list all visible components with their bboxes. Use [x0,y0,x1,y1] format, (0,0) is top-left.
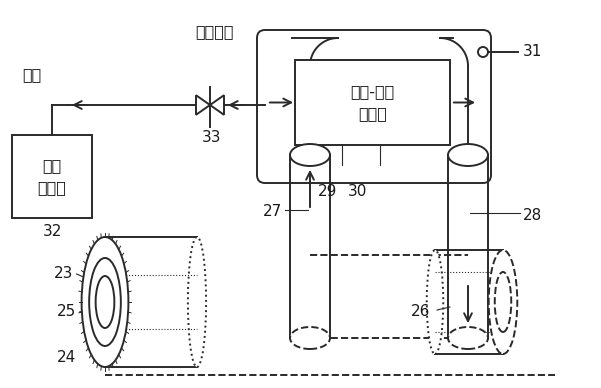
Ellipse shape [495,272,511,332]
Ellipse shape [427,250,444,354]
Text: 25: 25 [57,305,76,319]
Ellipse shape [89,258,121,346]
Bar [295,60,450,145]
Text: 33: 33 [203,130,222,146]
Text: 氢气: 氢气 [22,68,41,83]
Bar [12,135,92,218]
Text: 氢气阀门: 氢气阀门 [196,24,234,40]
Text: 31: 31 [523,45,542,59]
Ellipse shape [489,250,517,354]
Polygon shape [196,95,210,115]
Text: 氢气
回收站: 氢气 回收站 [37,158,67,195]
Text: 23: 23 [54,267,73,282]
Text: 29: 29 [318,185,337,199]
Ellipse shape [96,276,114,328]
Text: 32: 32 [42,225,62,239]
Text: 28: 28 [523,208,542,222]
Text: 27: 27 [263,204,282,220]
Text: 直流-交流
变流器: 直流-交流 变流器 [350,84,395,121]
Ellipse shape [290,327,330,349]
Ellipse shape [82,237,129,367]
Ellipse shape [290,144,330,166]
Ellipse shape [188,237,206,367]
Polygon shape [210,95,224,115]
Circle shape [478,47,488,57]
Ellipse shape [448,144,488,166]
Text: 30: 30 [348,185,367,199]
Text: 24: 24 [57,350,76,364]
Ellipse shape [448,327,488,349]
Text: 26: 26 [410,305,430,319]
